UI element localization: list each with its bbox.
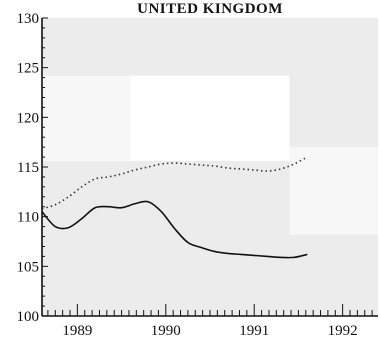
series-line-2 [41, 200, 308, 259]
x-tick-label-1992: 1992 [328, 323, 358, 338]
y-tick-label-110: 110 [17, 210, 39, 226]
x-tick-label-1990: 1990 [151, 323, 181, 338]
plot-panel [289, 147, 378, 235]
x-tick-label-1989: 1989 [62, 323, 92, 338]
y-tick-label-105: 105 [17, 259, 40, 275]
y-tick-label-125: 125 [17, 61, 40, 77]
series-layer [41, 156, 308, 259]
series-line-1 [41, 156, 308, 210]
x-tick-label-1991: 1991 [239, 323, 269, 338]
y-tick-label-130: 130 [17, 11, 40, 27]
y-tick-label-120: 120 [17, 110, 40, 126]
chart-background [42, 18, 378, 316]
chart-title: UNITED KINGDOM [137, 1, 283, 17]
plot-panel [130, 75, 290, 162]
y-tick-label-100: 100 [17, 309, 40, 325]
y-tick-label-115: 115 [17, 160, 39, 176]
plot-panel [42, 75, 131, 162]
axes: 100 105 110 115 120 125 130 1989 1990 1991 1992 [17, 11, 378, 338]
